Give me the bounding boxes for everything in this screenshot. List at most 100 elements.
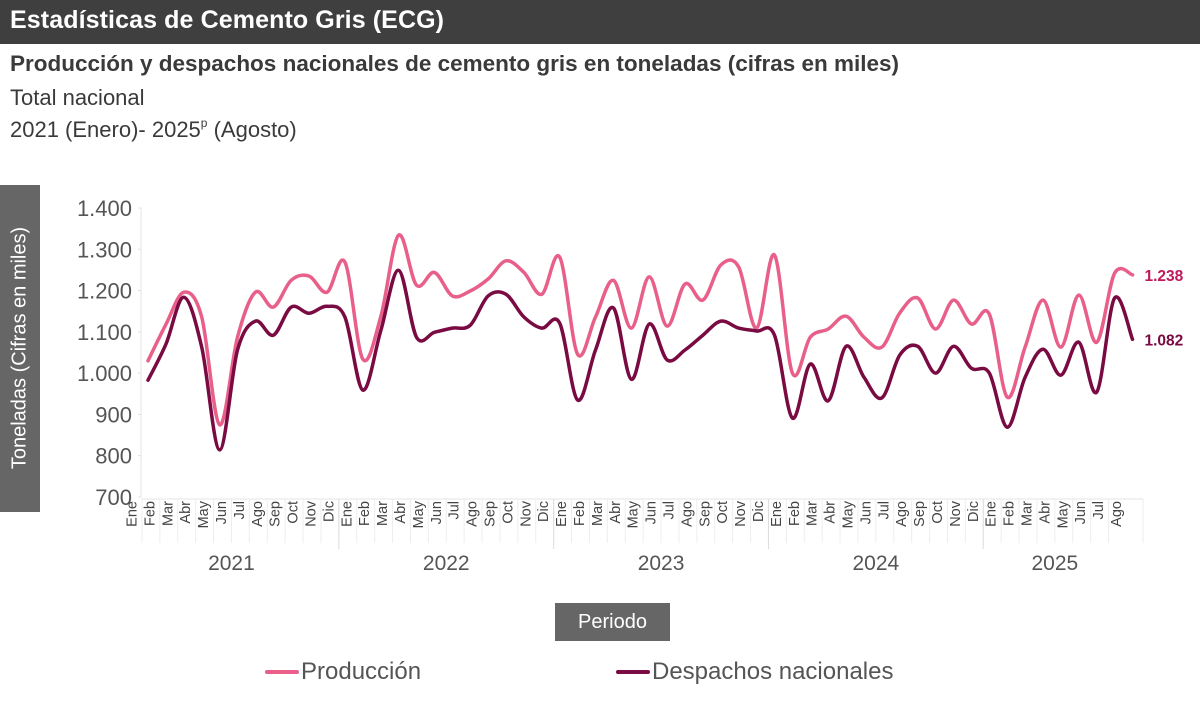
x-month-label: Mar: [160, 501, 176, 526]
data-point: [254, 291, 257, 294]
x-month-label: Nov: [948, 500, 964, 527]
data-point: [236, 336, 239, 339]
x-month-label: Sep: [483, 501, 499, 527]
x-month-label: May: [411, 500, 427, 528]
data-point: [934, 327, 937, 330]
data-point: [433, 271, 436, 274]
x-month-label: Feb: [1002, 501, 1018, 526]
x-month-label: Abr: [178, 501, 194, 524]
x-axis: Ene Feb Mar Abr May Jun Jul Ago Sep Oct Nov Dic Ene F…: [125, 498, 1144, 575]
data-point: [952, 299, 955, 302]
data-point: [1095, 391, 1098, 394]
y-tick-label: 1.000: [77, 361, 132, 386]
data-point: [272, 306, 275, 309]
x-month-label: Ago: [1109, 501, 1125, 527]
x-month-label: Oct: [930, 501, 946, 524]
data-point: [612, 306, 615, 309]
data-point: [415, 284, 418, 287]
legend-item-despachos[interactable]: Despachos nacionales: [616, 655, 894, 689]
chart-subtitle-scope: Total nacional: [10, 85, 145, 110]
y-axis-ticks: 700 800 900 1.000 1.100 1.200 1.300 1.400: [77, 196, 142, 510]
data-point: [970, 367, 973, 370]
data-point: [558, 256, 561, 259]
data-point: [1042, 348, 1045, 351]
x-month-label: Nov: [304, 500, 320, 527]
x-month-label: Mar: [375, 501, 391, 526]
x-month-label: May: [1055, 500, 1071, 528]
x-month-label: Feb: [572, 501, 588, 526]
x-year-label: 2023: [638, 552, 685, 575]
x-month-label: May: [841, 500, 857, 528]
x-month-label: Dic: [536, 501, 552, 522]
data-point: [147, 379, 150, 382]
series-line-produccion-points: [147, 234, 1135, 427]
x-year-label: 2025: [1031, 552, 1078, 575]
data-point: [863, 376, 866, 379]
x-axis-title-box: Periodo: [555, 603, 670, 641]
data-point: [666, 325, 669, 328]
legend-label-produccion: Producción: [301, 658, 422, 685]
data-point: [791, 372, 794, 375]
data-point: [469, 324, 472, 327]
x-month-label: Feb: [357, 501, 373, 526]
data-point: [594, 315, 597, 318]
data-point: [1059, 374, 1062, 377]
data-point: [308, 312, 311, 315]
data-point: [684, 282, 687, 285]
period-range-end: (Agosto): [207, 117, 297, 142]
x-year-label: 2022: [423, 552, 470, 575]
x-month-label: Jul: [232, 501, 248, 520]
x-month-label: Jul: [447, 501, 463, 520]
y-tick-label: 1.300: [77, 237, 132, 262]
data-point: [612, 279, 615, 282]
data-point: [845, 345, 848, 348]
data-point: [397, 234, 400, 237]
data-point: [916, 345, 919, 348]
data-point: [254, 320, 257, 323]
data-point: [487, 294, 490, 297]
data-point: [1006, 396, 1009, 399]
data-point: [343, 315, 346, 318]
data-point: [182, 296, 185, 299]
x-month-label: Ene: [984, 501, 1000, 527]
data-point: [326, 305, 329, 308]
data-point: [522, 315, 525, 318]
data-point: [773, 334, 776, 337]
data-point: [827, 327, 830, 330]
data-point: [630, 327, 633, 330]
y-tick-label: 900: [95, 402, 132, 427]
data-point: [343, 261, 346, 264]
x-month-label: Mar: [590, 501, 606, 526]
data-point: [952, 345, 955, 348]
x-month-label: Ene: [339, 501, 355, 527]
data-point: [361, 389, 364, 392]
data-point: [1024, 346, 1027, 349]
data-point: [809, 363, 812, 366]
x-month-label: Abr: [1037, 501, 1053, 524]
x-month-label: Jul: [876, 501, 892, 520]
data-point: [379, 330, 382, 333]
x-month-label: Feb: [142, 501, 158, 526]
x-month-label: Oct: [500, 501, 516, 524]
series-line-despachos: [146, 268, 1135, 452]
data-point: [755, 330, 758, 333]
series-lines: [146, 233, 1135, 452]
data-point: [379, 315, 382, 318]
y-tick-label: 1.400: [77, 196, 132, 221]
chart-subtitle-period: 2021 (Enero)- 2025p (Agosto): [10, 116, 297, 143]
header-title: Estadísticas de Cemento Gris (ECG): [10, 6, 445, 34]
legend-item-produccion[interactable]: Producción: [265, 655, 421, 689]
data-point: [666, 358, 669, 361]
data-point: [791, 417, 794, 420]
x-month-label: Ago: [894, 501, 910, 527]
y-tick-label: 800: [95, 444, 132, 469]
data-point: [1077, 341, 1080, 344]
data-point: [200, 315, 203, 318]
data-point: [701, 334, 704, 337]
x-month-label: Oct: [715, 501, 731, 524]
data-point: [898, 353, 901, 356]
end-label-produccion: 1.238: [1145, 268, 1184, 285]
data-point: [576, 398, 579, 401]
data-point: [540, 293, 543, 296]
data-point: [719, 320, 722, 323]
